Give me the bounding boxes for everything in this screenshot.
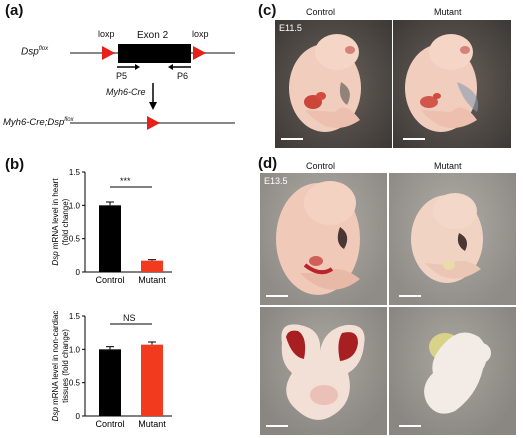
loxp-right-label: loxp	[192, 29, 209, 39]
y-tick-label: 0	[76, 268, 81, 277]
e11-stage-label: E11.5	[279, 23, 302, 33]
category-label: Control	[95, 419, 124, 429]
y-tick-label: 1.0	[69, 345, 81, 354]
e11-control-embryo-photo: E11.5	[275, 20, 392, 148]
primer-p6-label: P6	[177, 71, 189, 81]
y-axis-label-line2: (fold change)	[61, 198, 70, 245]
chart-heart-mrna: 0 0.5 1.0 1.5 Control Mutant Dsp mRNA level in…	[51, 168, 172, 285]
panel-d-control-header: Control	[306, 161, 336, 171]
bar-mutant	[141, 260, 163, 272]
panel-a-letter: (a)	[5, 2, 24, 19]
e13-control-embryo-photo: E13.5	[260, 173, 387, 305]
panel-c-letter: (c)	[258, 2, 277, 19]
y-axis-label: Dsp mRNA level in heart (fold change)	[51, 178, 70, 266]
panel-c-mutant-header: Mutant	[434, 7, 462, 17]
panel-d-mutant-header: Mutant	[434, 161, 462, 171]
floxed-allele-label: Dspflox	[21, 46, 49, 58]
e13-control-heart-scalebar	[266, 425, 288, 427]
e11-mutant-scalebar	[403, 138, 425, 140]
loxp-right-triangle	[193, 46, 206, 60]
e13-stage-label: E13.5	[264, 176, 288, 186]
significance-bottom: NS	[123, 313, 136, 323]
recombined-allele-label: Myh6-Cre;Dspflox	[3, 117, 74, 129]
y-axis-label-line1: Dsp mRNA level in heart	[51, 178, 60, 266]
category-label: Control	[95, 275, 124, 285]
e13-mutant-heart-photo	[389, 307, 516, 435]
cre-label: Myh6-Cre	[106, 87, 146, 97]
category-label: Mutant	[138, 275, 166, 285]
y-axis-label-line2: tissues (fold change)	[61, 329, 70, 403]
bar-control	[99, 205, 121, 272]
e13-mutant-heart-scalebar	[399, 425, 421, 427]
bar-control	[99, 349, 121, 416]
y-tick-label: 1.5	[69, 168, 81, 177]
category-label: Mutant	[138, 419, 166, 429]
y-axis-label-line1: Dsp mRNA level in non-cardiac	[51, 311, 60, 422]
e13-control-heart-photo	[260, 307, 387, 435]
y-tick-label: 1.0	[69, 201, 81, 210]
panel-d-letter: (d)	[258, 155, 278, 172]
bar-mutant	[141, 344, 163, 416]
e13-mutant-embryo-photo	[389, 173, 516, 305]
y-tick-label: 0	[76, 412, 81, 421]
e11-control-scalebar	[281, 138, 303, 140]
e13-mutant-embryo-scalebar	[399, 295, 421, 297]
e11-mutant-embryo-photo	[393, 20, 511, 148]
construct-diagram	[70, 44, 235, 130]
panel-b-letter: (b)	[5, 156, 25, 173]
primer-p5-label: P5	[116, 71, 128, 81]
y-tick-label: 1.5	[69, 312, 81, 321]
chart-noncardiac-mrna: 0 0.5 1.0 1.5 Control Mutant Dsp mRNA level in…	[51, 311, 172, 429]
y-tick-label: 0.5	[69, 235, 81, 244]
exon-2-box	[118, 44, 191, 63]
y-tick-label: 0.5	[69, 379, 81, 388]
loxp-left-triangle	[102, 46, 115, 60]
significance-top: ***	[120, 176, 131, 186]
loxp-left-label: loxp	[98, 29, 115, 39]
y-axis-label: Dsp mRNA level in non-cardiac tissues (fo…	[51, 311, 70, 422]
e13-control-embryo-scalebar	[266, 295, 288, 297]
loxp-recombined-triangle	[147, 116, 160, 130]
panel-c-control-header: Control	[306, 7, 336, 17]
exon-label: Exon 2	[137, 30, 169, 41]
